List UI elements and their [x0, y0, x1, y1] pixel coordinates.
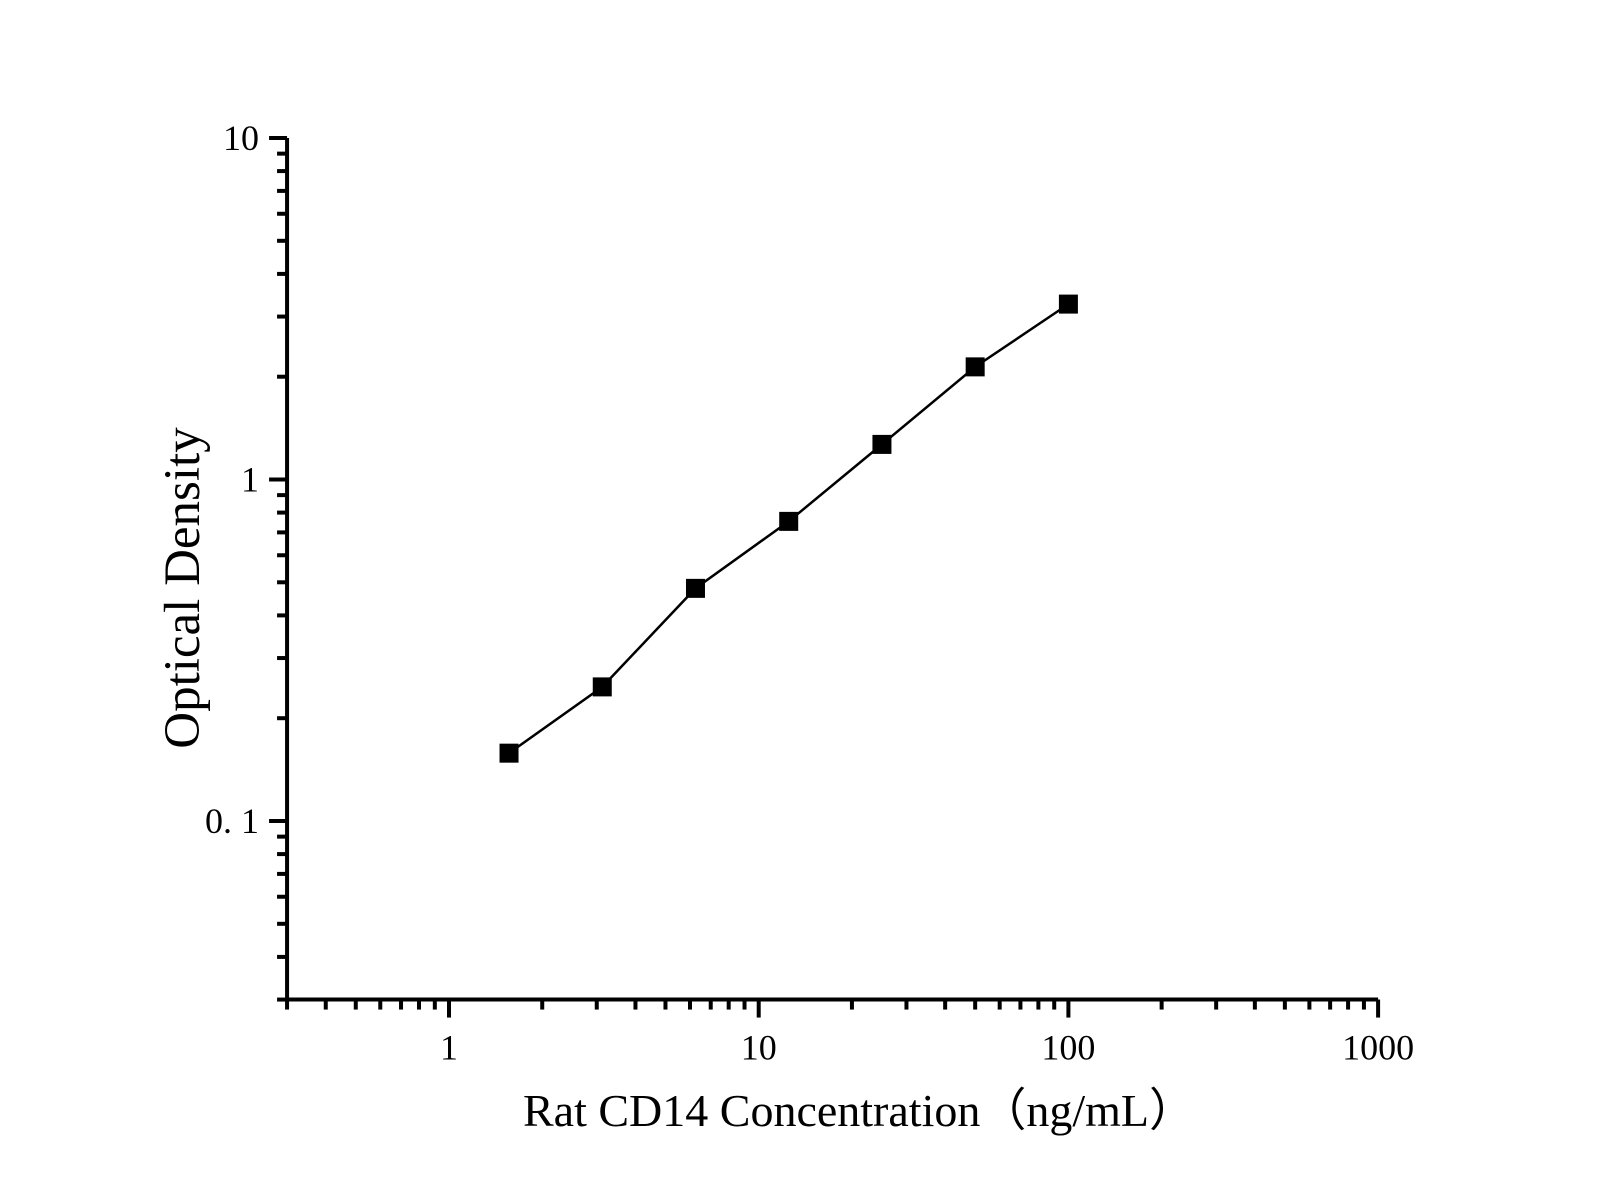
svg-text:1: 1 [440, 1028, 458, 1068]
svg-text:Rat CD14 Concentration（ng/mL）: Rat CD14 Concentration（ng/mL） [523, 1085, 1195, 1136]
svg-text:10: 10 [741, 1028, 777, 1068]
svg-text:Optical Density: Optical Density [155, 427, 211, 749]
svg-text:1000: 1000 [1342, 1028, 1414, 1068]
svg-text:100: 100 [1041, 1028, 1095, 1068]
svg-text:1: 1 [241, 460, 259, 500]
svg-text:10: 10 [223, 118, 259, 158]
svg-text:0. 1: 0. 1 [205, 801, 259, 841]
